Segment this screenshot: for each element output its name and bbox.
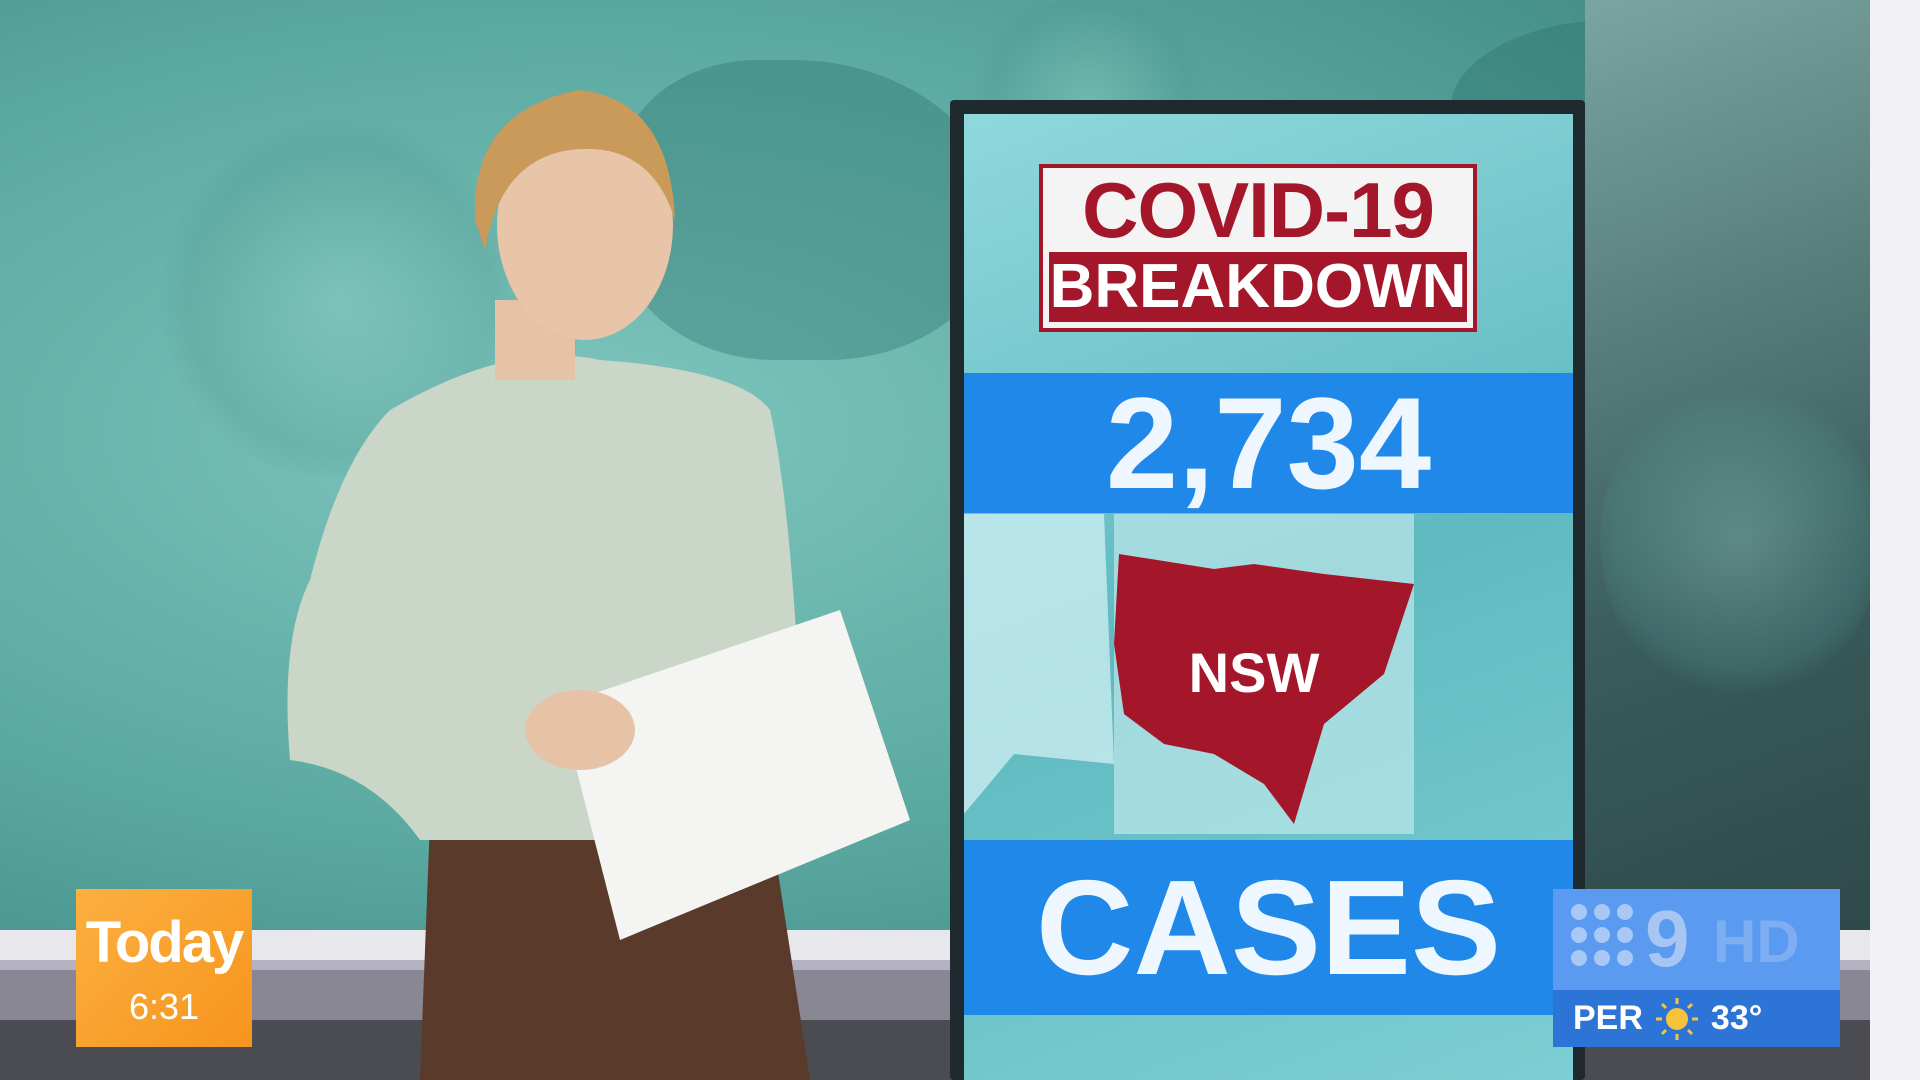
background-wall [1585,0,1885,980]
channel-bug: 9 HD PER 33° [1553,889,1840,1047]
cases-label: CASES [964,840,1573,1015]
nine-glyph: 9 [1645,894,1690,983]
world-map-landmass [620,60,1000,360]
nsw-state-shape [1114,554,1414,824]
sun-icon [1655,997,1698,1040]
today-logo-text: Today [85,910,245,975]
studio-frame [1870,0,1920,1080]
state-label: NSW [1189,641,1320,704]
title-line1: COVID-19 [1082,166,1435,254]
hd-glyph: HD [1713,908,1800,975]
today-logo: Today 6:31 [76,889,252,1047]
virus-graphic [1600,380,1880,700]
australia-map: NSW [964,514,1414,834]
title-box: COVID-19 BREAKDOWN [1039,164,1477,332]
clock-time: 6:31 [128,986,200,1027]
weather-city: PER [1573,999,1643,1037]
weather-bar: PER 33° [1553,990,1840,1047]
display-screen: NSW COVID-19 BREAKDOWN 2,734 CASES [950,100,1585,1080]
case-count: 2,734 [964,373,1573,513]
nine-dots-icon [1571,904,1633,966]
nine-hd-logo: 9 HD [1553,889,1840,990]
presenter [287,90,910,1080]
paper-sheet [560,610,910,940]
weather-temperature: 33° [1710,999,1763,1037]
title-line2: BREAKDOWN [1049,252,1467,322]
